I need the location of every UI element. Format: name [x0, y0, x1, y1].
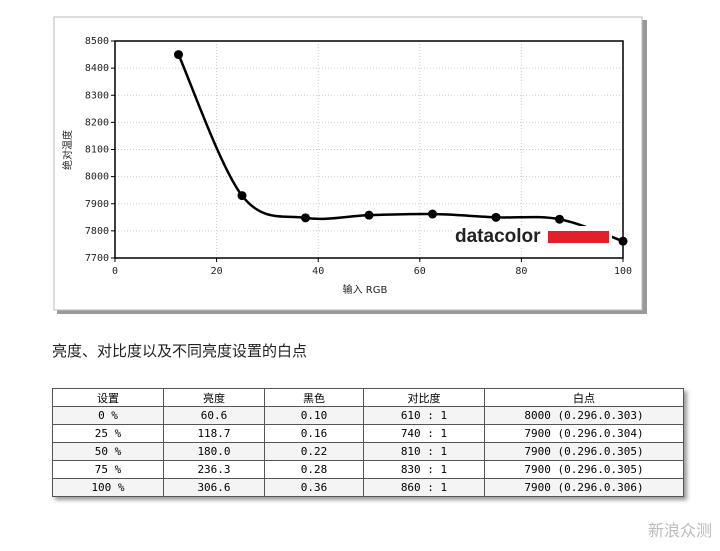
x-tick-label: 40	[312, 266, 324, 277]
x-axis-label: 输入 RGB	[343, 283, 388, 296]
x-tick-label: 20	[211, 266, 223, 277]
y-tick-label: 7800	[85, 226, 109, 237]
table-cell: 100 %	[52, 478, 164, 497]
table-cell: 0.28	[264, 460, 364, 479]
y-tick-label: 7900	[85, 199, 109, 210]
table-cell: 810 : 1	[363, 442, 485, 461]
table-cell: 7900 (0.296.0.306)	[484, 478, 684, 497]
y-tick-label: 7700	[85, 253, 109, 264]
table-row: 设置 亮度 黑色 对比度 白点	[52, 388, 684, 407]
table-row: 0 % 60.6 0.10 610 : 1 8000 (0.296.0.303)	[52, 406, 684, 425]
table-cell: 60.6	[163, 406, 265, 425]
table-cell: 236.3	[163, 460, 265, 479]
table-cell: 830 : 1	[363, 460, 485, 479]
y-tick-label: 8400	[85, 63, 109, 74]
section-title: 亮度、对比度以及不同亮度设置的白点	[52, 342, 308, 360]
y-tick-label: 8200	[85, 117, 109, 128]
table-cell: 860 : 1	[363, 478, 485, 497]
logo: datacolor	[455, 226, 541, 247]
line	[177, 54, 624, 243]
point	[428, 209, 437, 219]
table-cell: 7900 (0.296.0.304)	[484, 424, 684, 443]
point	[364, 210, 374, 220]
table-row: 100 % 306.6 0.36 860 : 1 7900 (0.296.0.306)	[52, 478, 684, 497]
y-tick-label: 8300	[85, 90, 109, 101]
logo-bar	[548, 231, 609, 243]
table-cell: 118.7	[163, 424, 265, 443]
table-cell: 0.22	[264, 442, 364, 461]
table: 设置 亮度 黑色 对比度 白点 0 % 60.6 0.10 610 : 1 8000 (0.296…	[52, 388, 684, 497]
table-cell: 180.0	[163, 442, 265, 461]
table-cell: 7900 (0.296.0.305)	[484, 460, 684, 479]
frame	[53, 16, 643, 311]
table-row: 25 % 118.7 0.16 740 : 1 7900 (0.296.0.304)	[52, 424, 684, 443]
x-tick-label: 0	[112, 266, 118, 277]
table-cell: 对比度	[363, 388, 485, 407]
point	[174, 50, 183, 60]
table-cell: 白点	[484, 388, 684, 407]
table-cell: 0.16	[264, 424, 364, 443]
x-tick-label: 100	[614, 266, 632, 277]
table-cell: 0 %	[52, 406, 164, 425]
chart: 输入 RGB 绝对温度 7700 7800 7900 8000 8100 8200 8300…	[53, 16, 647, 314]
y-tick-label: 8500	[85, 36, 109, 47]
table-cell: 亮度	[163, 388, 265, 407]
table-cell: 7900 (0.296.0.305)	[484, 442, 684, 461]
point	[237, 191, 247, 201]
point	[301, 213, 310, 223]
table-cell: 25 %	[52, 424, 164, 443]
plot-border	[114, 40, 624, 259]
table-cell: 黑色	[264, 388, 364, 407]
point	[618, 236, 628, 246]
watermark: 新浪众测	[647, 521, 712, 540]
point	[491, 212, 501, 222]
table-cell: 0.36	[264, 478, 364, 497]
table-cell: 610 : 1	[363, 406, 485, 425]
table-cell: 740 : 1	[363, 424, 485, 443]
y-axis-label: 绝对温度	[61, 130, 74, 170]
table-cell: 8000 (0.296.0.303)	[484, 406, 684, 425]
y-tick-label: 8100	[85, 145, 109, 156]
table-cell: 0.10	[264, 406, 364, 425]
table-cell: 50 %	[52, 442, 164, 461]
table-cell: 306.6	[163, 478, 265, 497]
x-tick-label: 60	[414, 266, 426, 277]
table-row: 75 % 236.3 0.28 830 : 1 7900 (0.296.0.305)	[52, 460, 684, 479]
x-tick-label: 80	[515, 266, 527, 277]
point	[555, 214, 564, 224]
table-cell: 设置	[52, 388, 164, 407]
table-row: 50 % 180.0 0.22 810 : 1 7900 (0.296.0.305)	[52, 442, 684, 461]
table-cell: 75 %	[52, 460, 164, 479]
y-tick-label: 8000	[85, 172, 109, 183]
